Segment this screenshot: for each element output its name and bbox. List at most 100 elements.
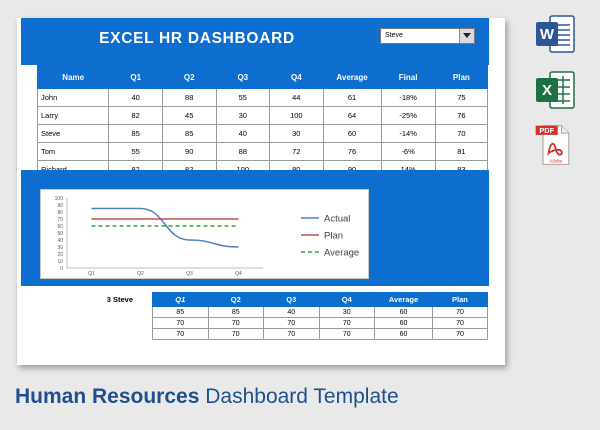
- y-tick-label: 60: [57, 224, 63, 230]
- table-cell: 76: [434, 106, 489, 125]
- y-tick-label: 100: [55, 196, 64, 202]
- employee-table-header: Name Q1 Q2 Q3 Q4 Average Final Plan: [36, 65, 489, 89]
- table-cell: 70: [434, 124, 489, 143]
- table-cell: 55: [215, 88, 271, 107]
- table-cell: -25%: [380, 106, 436, 125]
- table-cell: 70: [152, 317, 209, 329]
- column-header: Plan: [434, 65, 489, 89]
- page-title: Human Resources Dashboard Template: [15, 385, 399, 409]
- column-header: Q2: [161, 65, 217, 89]
- column-header: Q4: [318, 292, 376, 307]
- x-tick-label: Q3: [186, 271, 193, 277]
- table-cell: 90: [161, 142, 217, 161]
- page-title-bold: Human Resources: [15, 385, 200, 408]
- dashboard-title: EXCEL HR DASHBOARD: [99, 30, 295, 47]
- table-cell: 40: [108, 88, 163, 107]
- table-cell: Steve: [36, 124, 110, 143]
- table-cell: 85: [108, 124, 163, 143]
- column-header: Average: [322, 65, 382, 89]
- x-tick-label: Q4: [235, 271, 242, 277]
- table-row: Larry 82 45 30 100 64 -25% 76: [36, 106, 489, 125]
- table-cell: 30: [269, 124, 324, 143]
- employee-dropdown[interactable]: Steve: [380, 28, 475, 44]
- table-row: 85 85 40 30 60 70: [152, 306, 489, 318]
- table-cell: 85: [207, 306, 265, 318]
- table-cell: 85: [152, 306, 209, 318]
- selected-employee-table: Q1 Q2 Q3 Q4 Average Plan 85 85 40 30 60 …: [152, 292, 489, 340]
- y-tick-label: 20: [57, 252, 63, 258]
- table-cell: 30: [215, 106, 271, 125]
- table-row: John 40 88 55 44 61 -18% 75: [36, 88, 489, 107]
- table-cell: 88: [215, 142, 271, 161]
- table-cell: 100: [269, 106, 324, 125]
- column-header: Q1: [108, 65, 163, 89]
- column-header: Q3: [263, 292, 320, 307]
- table-cell: 45: [161, 106, 217, 125]
- table-cell: Larry: [36, 106, 110, 125]
- series-line-actual: [91, 207, 239, 248]
- table-cell: 70: [431, 306, 489, 318]
- table-cell: 70: [263, 317, 320, 329]
- column-header: Plan: [431, 292, 489, 307]
- table-row: 70 70 70 70 60 70: [152, 317, 489, 329]
- table-cell: 70: [431, 317, 489, 329]
- legend-label: Actual: [324, 214, 350, 225]
- table-row: Tom 55 90 88 72 76 -6% 81: [36, 142, 489, 161]
- table-cell: 44: [269, 88, 324, 107]
- table-cell: 60: [322, 124, 382, 143]
- table-cell: 70: [318, 328, 376, 340]
- column-header: Q3: [215, 65, 271, 89]
- table-cell: 55: [108, 142, 163, 161]
- table-cell: 70: [318, 317, 376, 329]
- column-header: Name: [36, 65, 110, 89]
- table-cell: 70: [207, 317, 265, 329]
- table-cell: 76: [322, 142, 382, 161]
- dashboard-header: EXCEL HR DASHBOARD Steve: [21, 18, 489, 65]
- chevron-down-icon[interactable]: [459, 29, 474, 43]
- column-header: Q2: [207, 292, 265, 307]
- table-cell: -6%: [380, 142, 436, 161]
- y-tick-label: 10: [57, 259, 63, 265]
- employee-table: Name Q1 Q2 Q3 Q4 Average Final Plan John…: [36, 65, 489, 179]
- table-cell: 85: [161, 124, 217, 143]
- selected-employee-label: 3 Steve: [106, 295, 133, 304]
- table-cell: 81: [434, 142, 489, 161]
- y-tick-label: 90: [57, 203, 63, 209]
- pdf-icon-sublabel: Adobe: [549, 158, 563, 163]
- performance-chart: 0 10 20 30 40 50 60 70 80 90 100 Q1 Q2 Q3 Q4 Actual Plan…: [40, 189, 369, 279]
- table-cell: 64: [322, 106, 382, 125]
- table-cell: 75: [434, 88, 489, 107]
- table-cell: 70: [207, 328, 265, 340]
- column-header: Final: [380, 65, 436, 89]
- table-cell: -18%: [380, 88, 436, 107]
- table-cell: 60: [374, 306, 433, 318]
- selected-employee-header: Q1 Q2 Q3 Q4 Average Plan: [152, 292, 489, 307]
- table-cell: 60: [374, 328, 433, 340]
- table-cell: 70: [152, 328, 209, 340]
- table-cell: 60: [374, 317, 433, 329]
- y-tick-label: 70: [57, 217, 63, 223]
- legend-label: Plan: [324, 231, 343, 242]
- column-header: Q4: [269, 65, 324, 89]
- table-cell: 61: [322, 88, 382, 107]
- y-tick-label: 80: [57, 210, 63, 216]
- x-tick-label: Q1: [88, 271, 95, 277]
- word-icon-letter: W: [540, 26, 555, 43]
- x-tick-label: Q2: [137, 271, 144, 277]
- pdf-icon[interactable]: PDF Adobe: [532, 122, 578, 168]
- excel-icon[interactable]: X: [532, 68, 578, 114]
- y-tick-label: 30: [57, 245, 63, 251]
- table-cell: 40: [215, 124, 271, 143]
- table-cell: -14%: [380, 124, 436, 143]
- column-header: Q1: [152, 292, 209, 307]
- employee-dropdown-value: Steve: [385, 32, 403, 39]
- table-cell: 88: [161, 88, 217, 107]
- table-cell: John: [36, 88, 110, 107]
- table-row: Steve 85 85 40 30 60 -14% 70: [36, 124, 489, 143]
- table-cell: 40: [263, 306, 320, 318]
- table-cell: 70: [431, 328, 489, 340]
- column-header: Average: [374, 292, 433, 307]
- word-icon[interactable]: W: [532, 12, 578, 58]
- y-tick-label: 40: [57, 238, 63, 244]
